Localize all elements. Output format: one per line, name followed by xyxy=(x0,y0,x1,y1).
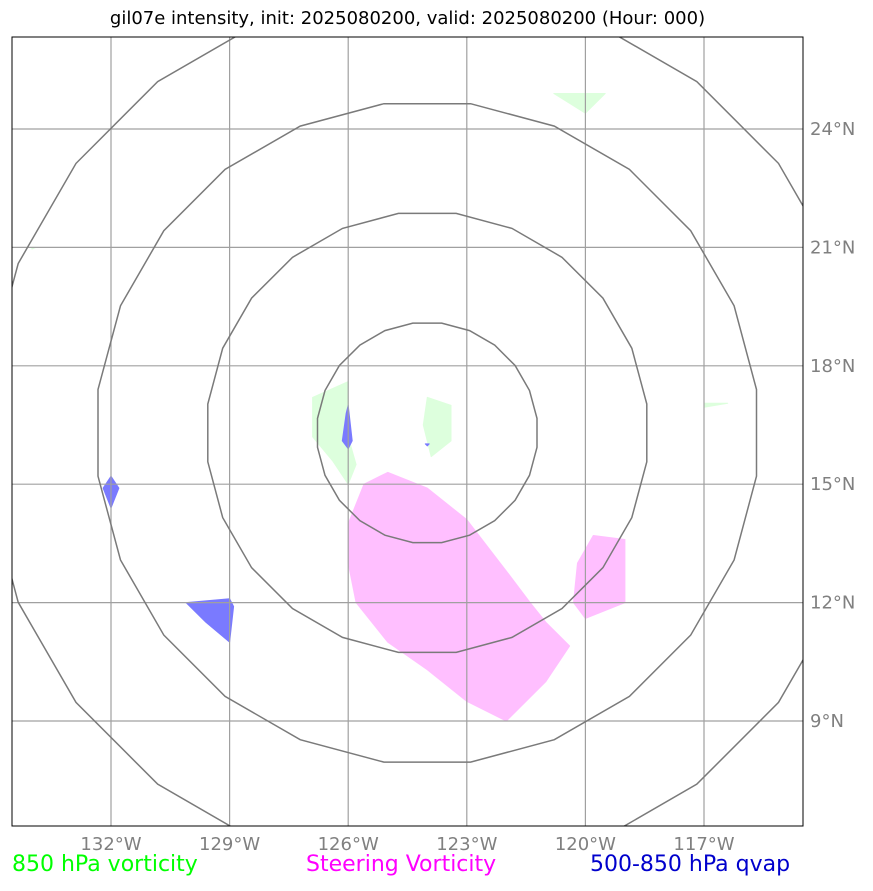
range-ring-4 xyxy=(12,37,803,826)
steering-vorticity-region-1 xyxy=(347,471,571,722)
lon-tick-label: 123°W xyxy=(436,834,497,855)
lat-tick-label: 12°N xyxy=(810,593,855,614)
500-850-hpa-qvap-region-3 xyxy=(185,598,235,643)
lon-tick-label: 132°W xyxy=(80,834,141,855)
lat-tick-label: 21°N xyxy=(810,237,855,258)
lat-tick-label: 18°N xyxy=(810,356,855,377)
500-850-hpa-qvap-region-1 xyxy=(341,404,353,450)
range-rings xyxy=(12,37,803,826)
850-hpa-vorticity-region-3 xyxy=(553,93,606,114)
850-hpa-vorticity-region-4 xyxy=(703,402,729,408)
850-hpa-vorticity-region-2 xyxy=(422,396,452,458)
legend-850-vorticity: 850 hPa vorticity xyxy=(12,852,198,877)
field-layer xyxy=(31,93,729,722)
lat-tick-label: 24°N xyxy=(810,119,855,140)
gridlines xyxy=(12,37,803,826)
lat-tick-label: 15°N xyxy=(810,474,855,495)
lon-tick-label: 129°W xyxy=(199,834,260,855)
range-ring-1 xyxy=(316,322,538,544)
legend-steering-vorticity: Steering Vorticity xyxy=(306,852,497,877)
lon-tick-label: 117°W xyxy=(673,834,734,855)
tick-labels: 132°W 129°W 126°W 123°W 120°W 117°W 24°N 21°N 18… xyxy=(80,119,855,855)
plot-frame xyxy=(11,36,804,827)
legend-qvap: 500-850 hPa qvap xyxy=(590,852,791,877)
steering-vorticity-region-2 xyxy=(573,535,626,619)
500-850-hpa-qvap-region-4 xyxy=(424,443,430,447)
lon-tick-label: 120°W xyxy=(555,834,616,855)
lat-tick-label: 9°N xyxy=(810,711,844,732)
lon-tick-label: 126°W xyxy=(318,834,379,855)
range-ring-2 xyxy=(207,212,648,654)
range-ring-3 xyxy=(97,102,758,763)
chart-title: gil07e intensity, init: 2025080200, vali… xyxy=(109,8,706,29)
